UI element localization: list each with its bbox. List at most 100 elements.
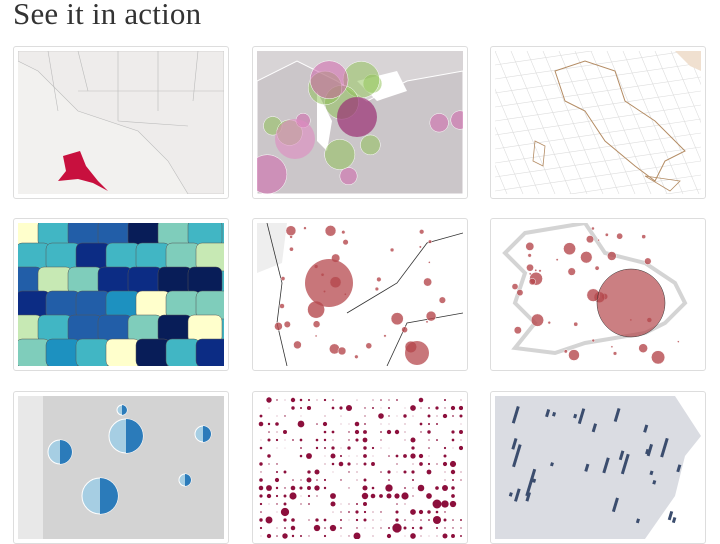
dot <box>460 439 462 441</box>
dot <box>331 446 335 450</box>
dot <box>323 430 327 434</box>
dot <box>428 407 430 409</box>
dot <box>348 519 350 521</box>
dot <box>380 407 382 409</box>
dot <box>443 454 447 458</box>
example-thumbnail-england-proportional-circles[interactable] <box>490 218 706 371</box>
dot <box>410 437 416 443</box>
dot <box>356 503 358 505</box>
dot <box>331 430 335 434</box>
bubble <box>309 60 349 99</box>
dot <box>356 455 358 457</box>
dot <box>283 470 287 474</box>
spike <box>602 457 610 474</box>
dot <box>259 494 263 498</box>
dot <box>363 510 367 514</box>
dot <box>315 446 319 450</box>
dot <box>432 499 442 509</box>
dot <box>323 486 327 490</box>
dot <box>330 493 336 499</box>
dot <box>380 519 382 521</box>
spike <box>646 443 654 457</box>
dot <box>426 469 432 475</box>
spike <box>550 462 554 467</box>
dot <box>338 461 344 467</box>
dot <box>283 502 287 506</box>
dot <box>299 486 303 490</box>
dot <box>300 479 302 481</box>
circle-mark <box>607 251 617 261</box>
dot <box>412 479 414 481</box>
dot <box>419 462 423 466</box>
dot <box>331 462 335 466</box>
dot <box>259 478 263 482</box>
dot <box>356 527 358 529</box>
dot <box>266 493 272 499</box>
circle-mark <box>573 321 579 327</box>
example-thumbnail-italy-graticule[interactable] <box>490 46 706 199</box>
dot <box>274 477 280 483</box>
dot <box>348 471 350 473</box>
dot <box>436 415 438 417</box>
map-image <box>18 396 224 539</box>
dot <box>290 485 296 491</box>
dot <box>323 478 327 482</box>
dot <box>316 495 318 497</box>
dot <box>452 415 454 417</box>
circle-mark <box>597 238 600 242</box>
dot <box>396 503 398 505</box>
region <box>105 338 141 366</box>
circle-mark <box>383 334 387 338</box>
dot <box>276 527 278 529</box>
dot <box>348 511 350 513</box>
dot <box>396 471 398 473</box>
dot <box>380 527 382 529</box>
spike <box>584 463 590 472</box>
dot <box>411 526 415 530</box>
dot <box>394 429 400 435</box>
dot <box>444 479 446 481</box>
dot <box>291 406 295 410</box>
example-thumbnail-us-states-alaska[interactable] <box>13 46 229 199</box>
dot <box>411 446 415 450</box>
dot <box>372 519 374 521</box>
dot <box>412 487 414 489</box>
dot <box>387 470 391 474</box>
dot <box>460 423 462 425</box>
dot <box>322 421 328 427</box>
spike <box>652 480 657 485</box>
circle-mark <box>274 322 283 331</box>
dot <box>386 533 392 539</box>
circle-mark <box>390 312 404 326</box>
example-thumbnail-great-lakes-bubbles[interactable] <box>252 46 468 199</box>
spike <box>514 488 521 502</box>
dot <box>388 527 390 529</box>
dot <box>332 511 334 513</box>
dot <box>380 439 382 441</box>
example-thumbnail-dot-density-grid[interactable] <box>252 391 468 544</box>
dot <box>361 492 369 500</box>
dot <box>452 519 454 521</box>
dot <box>410 533 416 539</box>
dot <box>401 492 409 500</box>
example-thumbnail-us-spike-map[interactable] <box>490 391 706 544</box>
dot <box>444 511 446 513</box>
example-thumbnail-spain-pie-charts[interactable] <box>13 391 229 544</box>
spike <box>660 437 669 458</box>
dot <box>460 399 462 401</box>
dot <box>284 447 286 449</box>
dot <box>340 447 342 449</box>
region <box>75 338 111 366</box>
dot <box>418 509 424 515</box>
dot <box>284 415 286 417</box>
example-thumbnail-paris-proportional-circles[interactable] <box>252 218 468 371</box>
dot <box>371 462 375 466</box>
dot <box>348 455 350 457</box>
circle-mark <box>324 225 337 237</box>
dot <box>276 511 278 513</box>
dot <box>451 494 455 498</box>
dot <box>395 518 399 522</box>
example-thumbnail-choropleth-regions[interactable] <box>13 218 229 371</box>
dot <box>362 437 368 443</box>
spike <box>573 413 578 419</box>
